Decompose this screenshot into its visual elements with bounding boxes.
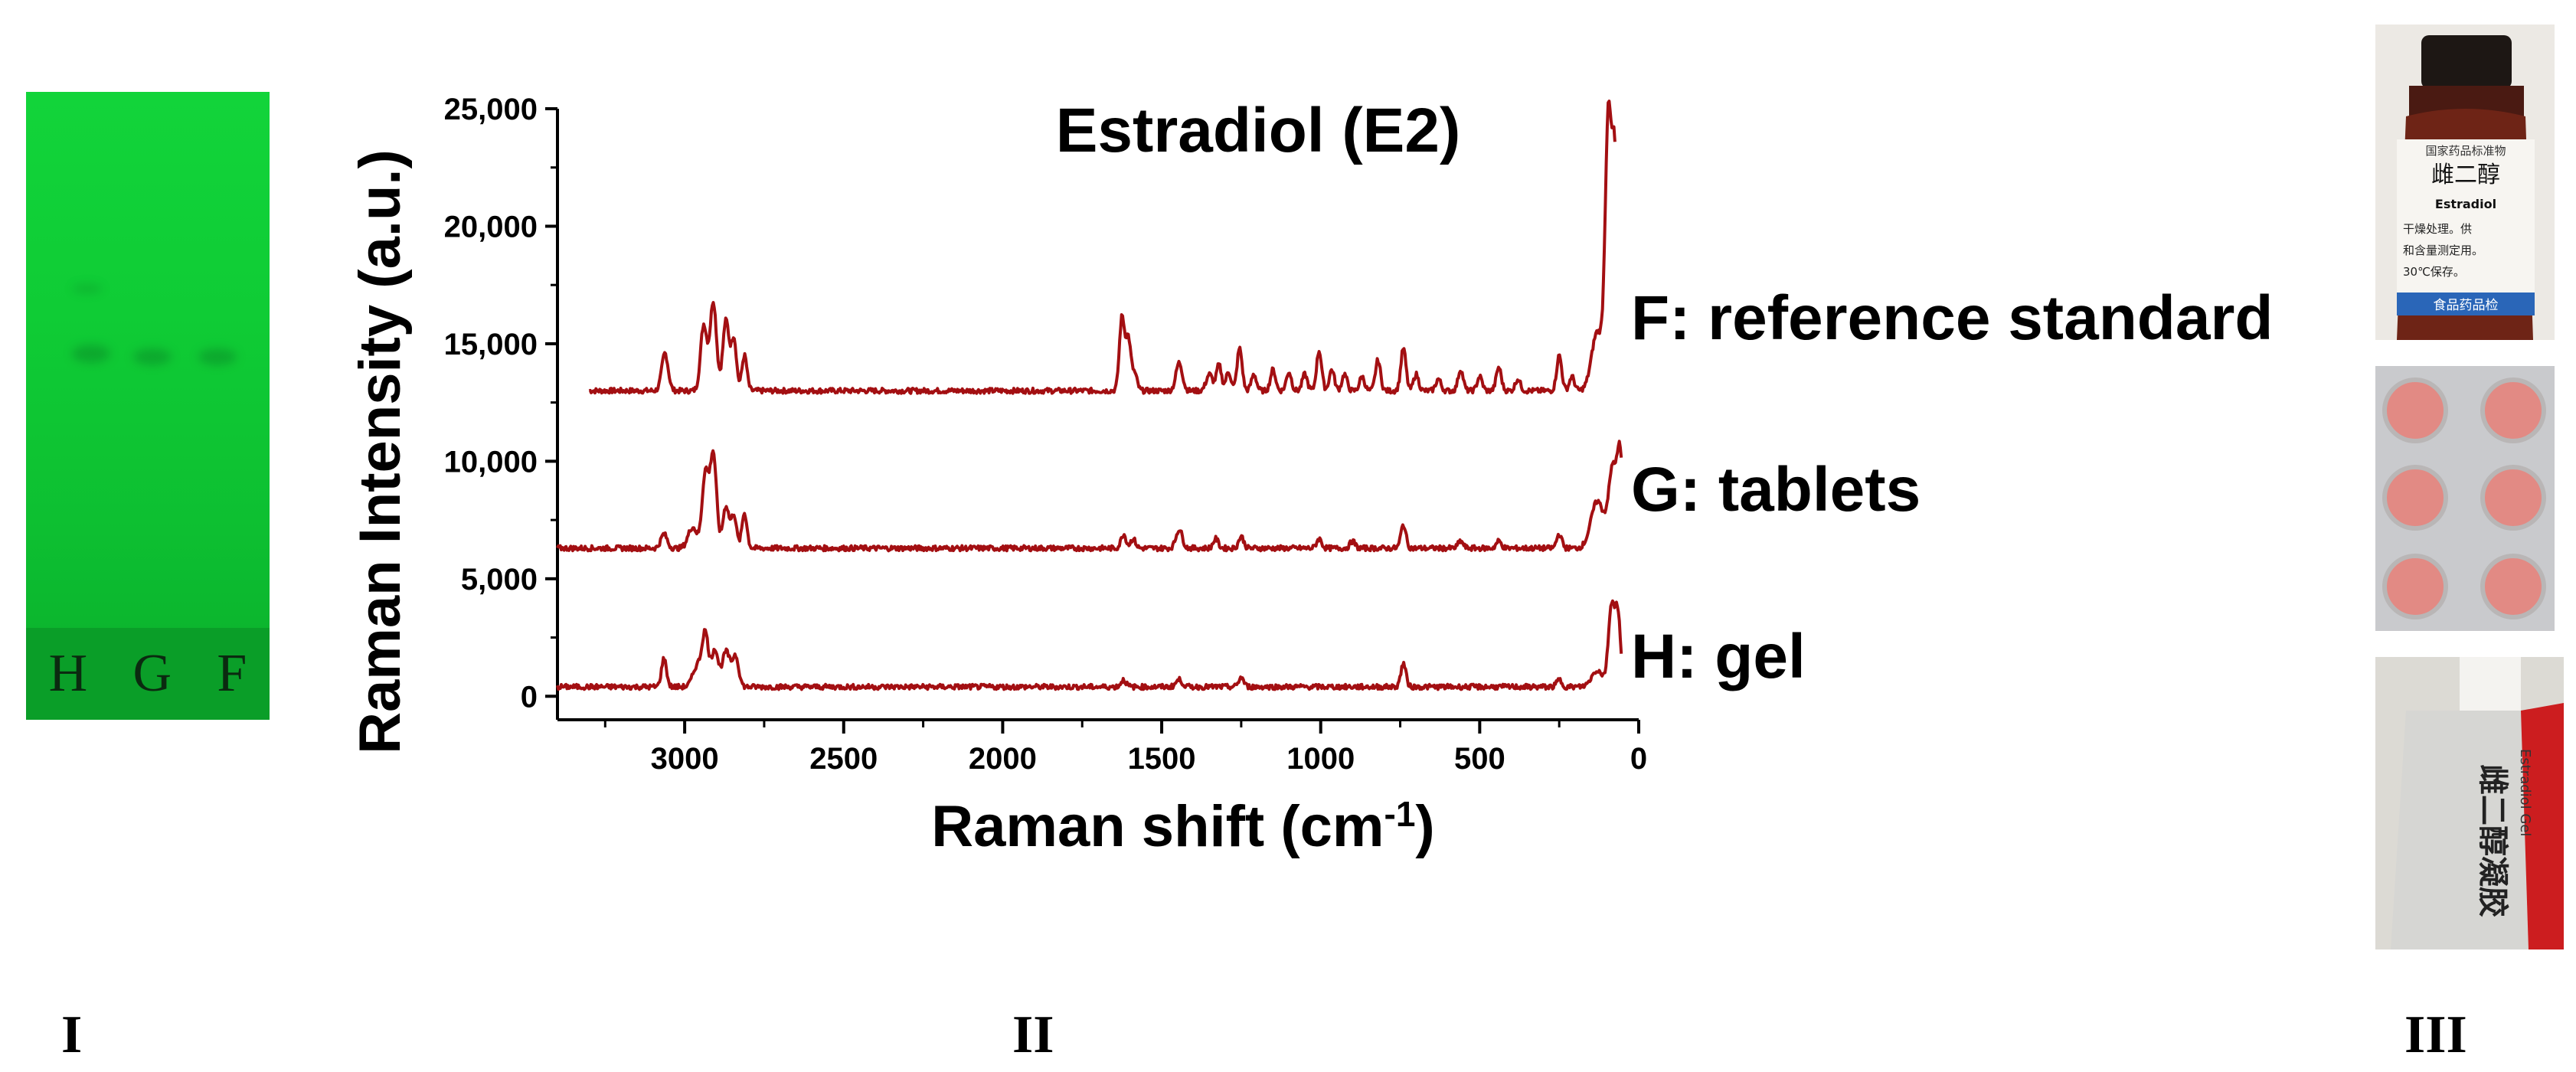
chart-axes: 0 5,000 10,000 15,000 20,000 25,000 3000 2500 20… [444,93,1647,776]
vial-text-2: 雌二醇 [2431,162,2500,188]
vial-text-6: 30℃保存。 [2403,265,2465,279]
vial-text-4: 干燥处理。供 [2403,222,2472,236]
vial-text-3: Estradiol [2435,197,2496,211]
tube-text-cn: 雌二醇凝胶 [2475,764,2510,917]
y-tick-label: 10,000 [444,445,538,479]
chart-traces [556,100,1623,691]
panel-label-ii: II [1012,1005,1054,1064]
series-line-0 [588,100,1617,395]
chart-title: Estradiol (E2) [1056,96,1461,165]
x-axis-title-end: ) [1415,794,1434,859]
chart-texts: Estradiol (E2) Raman Intensity (a.u.) Ra… [348,96,2274,859]
y-tick-label: 5,000 [461,563,538,596]
tlc-lane-g: G [132,644,172,703]
y-tick-label: 0 [521,680,538,714]
tlc-spot-h-upper [72,283,103,294]
y-tick-label: 25,000 [444,93,538,126]
series-label-f: F: reference standard [1631,283,2274,353]
series-label-h: H: gel [1631,622,1806,691]
tlc-lane-labels: H G F [26,628,270,720]
tlc-lane-h: H [48,644,88,703]
x-tick-label: 500 [1454,742,1505,776]
tlc-plate: H G F [26,92,270,720]
x-tick-label: 3000 [651,742,719,776]
y-tick-label: 20,000 [444,210,538,243]
tablets-photo [2375,366,2555,631]
panel-label-iii: III [2404,1005,2467,1064]
x-tick-label: 1500 [1128,742,1196,776]
vial-photo: 国家药品标准物 雌二醇 Estradiol 干燥处理。供 和含量测定用。 30℃… [2375,25,2555,340]
y-tick-label: 15,000 [444,328,538,361]
x-axis-title-sup: -1 [1384,794,1416,834]
tube-text-en: Estradiol Gel [2517,749,2533,836]
tlc-spot-f [198,348,237,365]
x-axis-title: Raman shift (cm-1) [931,794,1434,859]
tlc-lane-f: F [217,644,247,703]
x-tick-label: 1000 [1286,742,1355,776]
vial-text-5: 和含量测定用。 [2403,243,2483,257]
tlc-spot-g [133,348,172,365]
panel-label-i: I [61,1005,83,1064]
tlc-spot-h [72,345,110,363]
series-line-2 [556,599,1623,691]
series-label-g: G: tablets [1631,455,1921,525]
vial-image: 国家药品标准物 雌二醇 Estradiol 干燥处理。供 和含量测定用。 30℃… [2375,25,2555,340]
vial-text-7: 食品药品检 [2434,298,2499,313]
y-axis-title: Raman Intensity (a.u.) [348,149,413,754]
x-axis-title-main: Raman shift (cm [931,794,1384,859]
gel-tube-photo: 雌二醇凝胶 Estradiol Gel [2375,657,2564,949]
x-tick-label: 2500 [809,742,878,776]
tablets-image [2375,366,2555,631]
vial-text-1: 国家药品标准物 [2425,144,2506,158]
x-tick-label: 2000 [969,742,1037,776]
series-line-1 [556,440,1623,553]
x-tick-label: 0 [1630,742,1647,776]
gel-tube-image: 雌二醇凝胶 Estradiol Gel [2375,657,2564,949]
